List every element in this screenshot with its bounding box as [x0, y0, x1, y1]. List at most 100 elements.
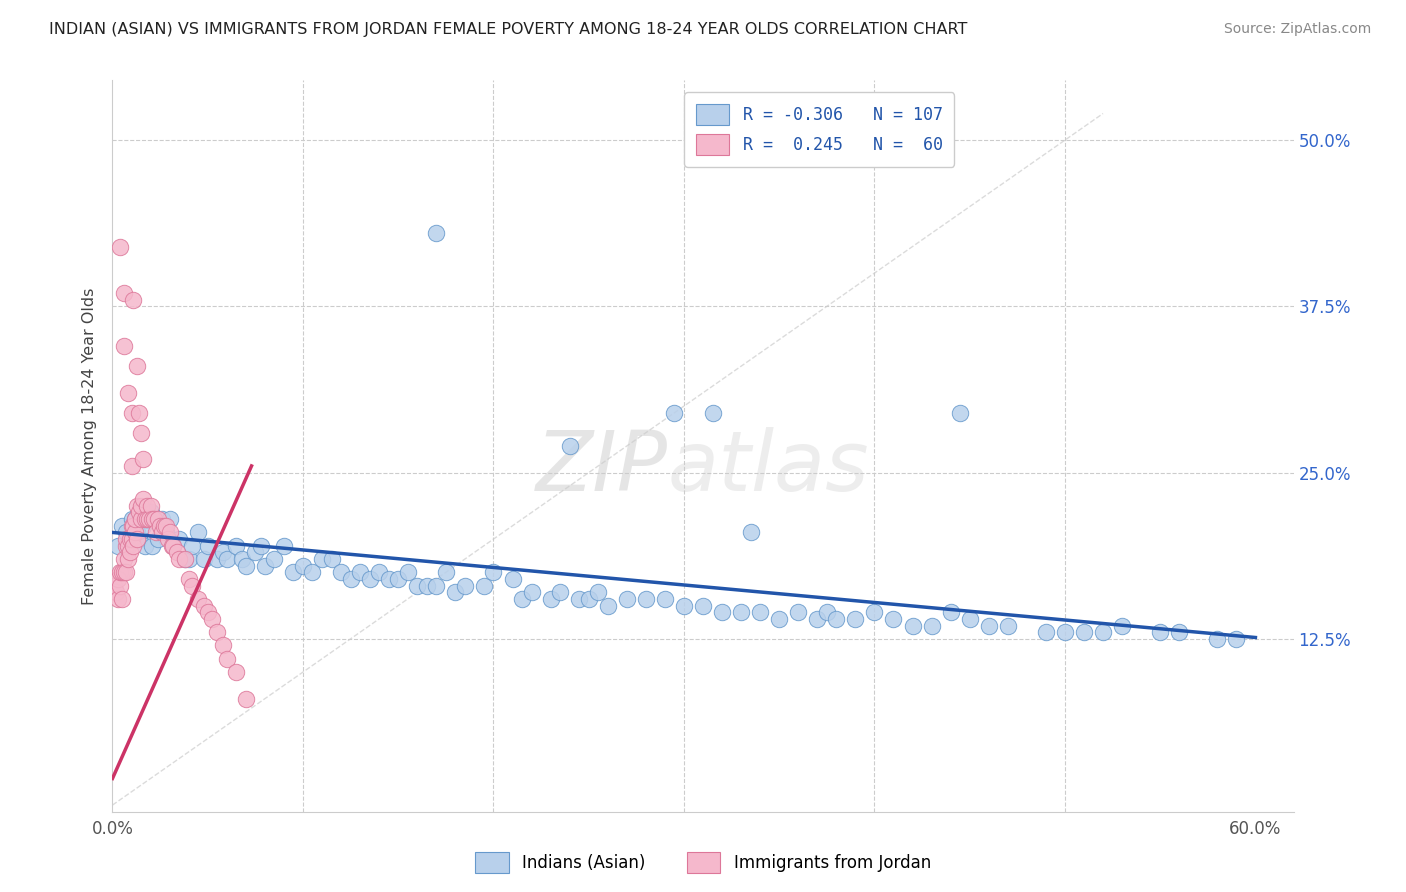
Point [159, 512, 181, 526]
Point [149, 518, 172, 533]
Point [444, 585, 467, 599]
Point [160, 539, 183, 553]
Point [122, 539, 145, 553]
Point [103, 579, 125, 593]
Text: INDIAN (ASIAN) VS IMMIGRANTS FROM JORDAN FEMALE POVERTY AMONG 18-24 YEAR OLDS CO: INDIAN (ASIAN) VS IMMIGRANTS FROM JORDAN… [49, 22, 967, 37]
Point [128, 506, 150, 520]
Legend: R = -0.306   N = 107, R =  0.245   N =  60: R = -0.306 N = 107, R = 0.245 N = 60 [685, 92, 955, 167]
Point [235, 691, 257, 706]
Point [121, 406, 143, 420]
Point [129, 512, 152, 526]
Point [132, 518, 155, 533]
Point [510, 591, 533, 606]
Point [112, 566, 135, 580]
Point [225, 665, 247, 679]
Point [166, 545, 188, 559]
Point [939, 605, 962, 619]
Text: ZIP: ZIP [536, 427, 668, 508]
Point [148, 512, 170, 526]
Point [273, 539, 295, 553]
Point [129, 512, 152, 526]
Point [844, 612, 866, 626]
Point [122, 518, 145, 533]
Point [114, 566, 136, 580]
Point [148, 532, 170, 546]
Point [135, 499, 157, 513]
Point [197, 605, 219, 619]
Point [250, 539, 273, 553]
Point [114, 539, 136, 553]
Point [596, 599, 619, 613]
Point [425, 579, 447, 593]
Point [1168, 625, 1191, 640]
Point [108, 579, 131, 593]
Point [167, 532, 190, 546]
Point [616, 591, 638, 606]
Point [863, 605, 886, 619]
Point [291, 558, 314, 573]
Point [997, 618, 1019, 632]
Point [167, 552, 190, 566]
Point [568, 591, 591, 606]
Point [1149, 625, 1171, 640]
Point [664, 406, 686, 420]
Point [921, 618, 943, 632]
Point [162, 539, 184, 553]
Point [212, 639, 235, 653]
Point [1053, 625, 1076, 640]
Point [153, 518, 176, 533]
Point [141, 512, 163, 526]
Point [155, 525, 177, 540]
Point [193, 552, 215, 566]
Point [502, 572, 524, 586]
Point [578, 591, 600, 606]
Point [654, 591, 676, 606]
Point [177, 572, 200, 586]
Point [111, 518, 134, 533]
Point [520, 585, 543, 599]
Point [134, 512, 156, 526]
Point [740, 525, 762, 540]
Point [672, 599, 695, 613]
Point [1035, 625, 1057, 640]
Point [173, 552, 195, 566]
Point [122, 293, 145, 307]
Point [416, 579, 439, 593]
Point [387, 572, 409, 586]
Point [129, 499, 152, 513]
Legend: Indians (Asian), Immigrants from Jordan: Indians (Asian), Immigrants from Jordan [468, 846, 938, 880]
Point [377, 572, 399, 586]
Point [540, 591, 562, 606]
Point [1225, 632, 1247, 646]
Point [114, 532, 136, 546]
Text: atlas: atlas [668, 427, 869, 508]
Point [454, 579, 477, 593]
Point [107, 572, 129, 586]
Point [882, 612, 904, 626]
Point [132, 452, 155, 467]
Point [129, 425, 152, 440]
Point [806, 612, 828, 626]
Point [225, 539, 247, 553]
Point [117, 539, 139, 553]
Point [156, 532, 179, 546]
Point [231, 552, 253, 566]
Point [472, 579, 495, 593]
Point [901, 618, 924, 632]
Point [111, 591, 134, 606]
Point [825, 612, 848, 626]
Point [132, 492, 155, 507]
Point [139, 506, 162, 520]
Point [105, 585, 128, 599]
Point [482, 566, 505, 580]
Point [283, 566, 305, 580]
Point [155, 518, 177, 533]
Point [127, 359, 149, 374]
Point [702, 406, 724, 420]
Point [127, 525, 149, 540]
Point [301, 566, 323, 580]
Point [138, 512, 160, 526]
Point [111, 566, 134, 580]
Point [121, 512, 143, 526]
Point [215, 652, 238, 666]
